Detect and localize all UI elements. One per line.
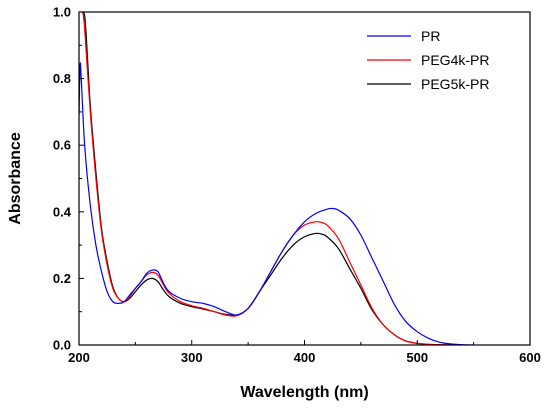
series-layer: [79, 12, 474, 345]
x-tick-label-200: 200: [68, 350, 90, 365]
ticks-layer: 200 300 400 500 600 0.0 0.2 0.4 0.6 0.8 1.0: [53, 5, 541, 366]
x-tick-label-400: 400: [294, 350, 316, 365]
legend-label-peg5k-pr: PEG5k-PR: [421, 76, 489, 92]
legend-label-peg4k-pr: PEG4k-PR: [421, 52, 489, 68]
x-tick-label-300: 300: [181, 350, 203, 365]
y-tick-label-0.2: 0.2: [53, 271, 71, 286]
y-axis-title: Absorbance: [7, 132, 24, 225]
y-tick-label-0.4: 0.4: [53, 204, 72, 219]
x-tick-label-500: 500: [406, 350, 428, 365]
series-line-peg4k-pr: [79, 12, 452, 345]
x-axis-title: Wavelength (nm): [240, 384, 368, 401]
series-line-pr: [79, 62, 474, 345]
legend: PR PEG4k-PR PEG5k-PR: [367, 28, 489, 92]
legend-label-pr: PR: [421, 28, 440, 44]
x-tick-label-600: 600: [519, 350, 541, 365]
y-tick-label-0.8: 0.8: [53, 71, 71, 86]
y-tick-label-0: 0.0: [53, 338, 71, 353]
y-tick-label-1: 1.0: [53, 5, 71, 20]
y-tick-label-0.6: 0.6: [53, 138, 71, 153]
